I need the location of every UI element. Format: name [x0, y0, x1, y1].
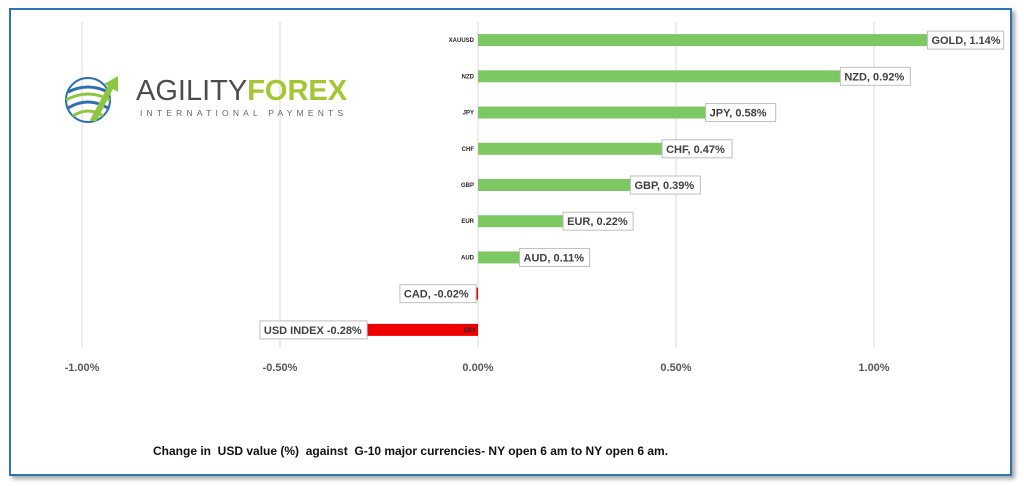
bar	[478, 34, 930, 47]
chart-frame	[9, 8, 1012, 476]
x-tick-label: 0.50%	[660, 362, 691, 374]
data-label-box	[926, 30, 1005, 50]
x-tick-label: -0.50%	[263, 362, 298, 374]
data-label-box	[629, 175, 701, 195]
data-label-box	[259, 320, 368, 340]
category-label: GBP	[461, 183, 474, 189]
category-label: CHF	[462, 147, 475, 153]
data-label: EUR, 0.22%	[567, 216, 628, 228]
data-label: AUD, 0.11%	[524, 252, 585, 264]
data-label: NZD, 0.92%	[844, 71, 904, 83]
bar	[478, 142, 665, 155]
agility-forex-logo: AGILITYFOREX INTERNATIONAL PAYMENTS	[60, 66, 347, 126]
chart-caption: Change in USD value (%) against G-10 maj…	[153, 444, 669, 458]
data-label-box	[562, 211, 634, 231]
bar	[478, 179, 633, 191]
data-label: CAD, -0.02%	[404, 289, 469, 301]
bar	[478, 70, 843, 83]
x-tick-label: 1.00%	[858, 362, 889, 374]
data-label-box	[661, 139, 733, 159]
category-label: DXY	[464, 328, 476, 334]
data-label: JPY, 0.58%	[710, 108, 767, 120]
data-label: CHF, 0.47%	[666, 144, 725, 156]
category-label: AUD	[461, 255, 475, 261]
logo-wordmark: AGILITYFOREX	[136, 76, 347, 106]
x-tick-label: -1.00%	[65, 362, 100, 374]
globe-arrow-icon	[65, 76, 118, 123]
bar	[478, 215, 566, 228]
category-label: JPY	[463, 111, 474, 117]
logo-agility-text: AGILITY	[136, 75, 248, 107]
category-label: XAUUSD	[449, 38, 475, 44]
bar	[367, 323, 478, 336]
logo-tagline: INTERNATIONAL PAYMENTS	[140, 108, 348, 118]
logo-forex-text: FOREX	[247, 75, 348, 107]
data-label: USD INDEX -0.28%	[264, 325, 362, 337]
data-label-box	[519, 247, 591, 267]
bar	[478, 106, 708, 119]
data-label-box	[705, 103, 777, 123]
category-label: EUR	[461, 219, 474, 225]
data-label-box	[839, 66, 911, 86]
x-tick-label: 0.00%	[462, 362, 493, 374]
data-label: GBP, 0.39%	[634, 180, 694, 192]
category-label: NZD	[462, 74, 475, 80]
data-label-box	[399, 284, 477, 304]
data-label: GOLD, 1.14%	[931, 35, 1000, 47]
bar	[478, 251, 522, 264]
